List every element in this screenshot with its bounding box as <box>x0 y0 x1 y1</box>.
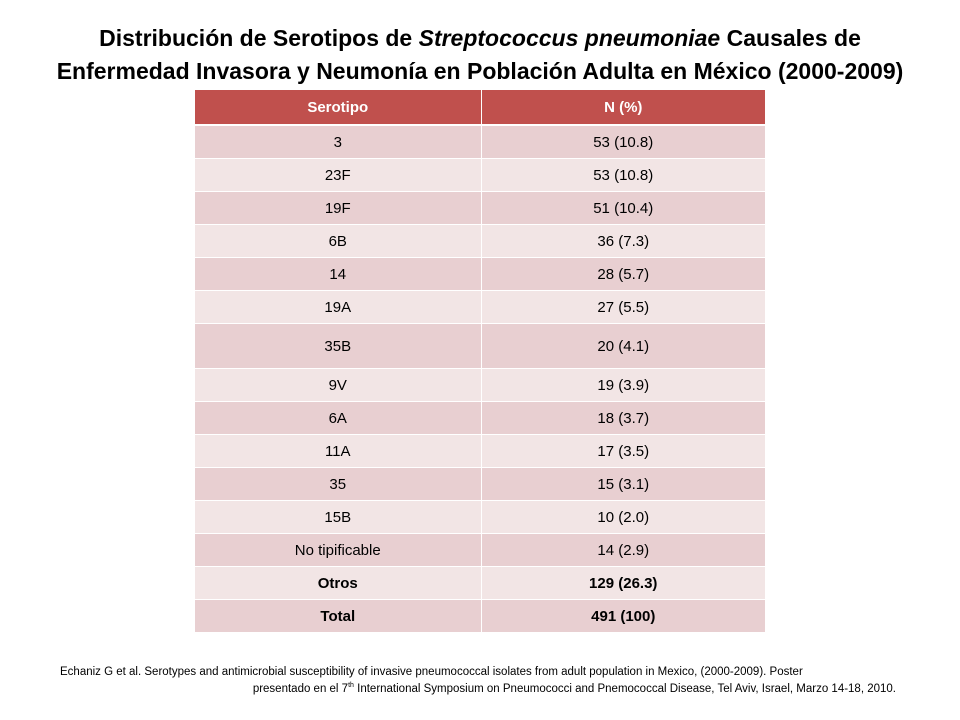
serotype-cell: 14 <box>195 257 482 291</box>
serotype-cell: 19A <box>195 290 482 324</box>
header-serotype: Serotipo <box>195 90 482 126</box>
serotype-cell: No tipificable <box>195 533 482 567</box>
table-row: 35B 20 (4.1) <box>195 323 765 369</box>
serotype-cell: 15B <box>195 500 482 534</box>
count-cell: 53 (10.8) <box>481 158 765 192</box>
table-row: 15B 10 (2.0) <box>195 500 765 534</box>
count-cell: 20 (4.1) <box>481 323 765 369</box>
table-header-row: Serotipo N (%) <box>195 90 765 126</box>
citation-line1: Echaniz G et al. Serotypes and antimicro… <box>60 666 803 678</box>
serotype-cell: 35 <box>195 467 482 501</box>
title-part1: Distribución de Serotipos de <box>99 25 419 51</box>
table-row: 6A 18 (3.7) <box>195 401 765 435</box>
table-row: 35 15 (3.1) <box>195 467 765 501</box>
count-cell: 14 (2.9) <box>481 533 765 567</box>
table-row: 9V 19 (3.9) <box>195 368 765 402</box>
count-cell: 129 (26.3) <box>481 566 765 600</box>
count-cell: 17 (3.5) <box>481 434 765 468</box>
count-cell: 53 (10.8) <box>481 125 765 159</box>
serotype-cell: Otros <box>195 566 482 600</box>
serotype-cell: 6B <box>195 224 482 258</box>
count-cell: 18 (3.7) <box>481 401 765 435</box>
serotype-cell: 9V <box>195 368 482 402</box>
title-part2: Causales de Enfermedad Invasora y Neumon… <box>56 25 904 84</box>
count-cell: 28 (5.7) <box>481 257 765 291</box>
serotype-table: Serotipo N (%) 3 53 (10.8) 23F 53 (10.8) 1… <box>195 90 765 633</box>
serotype-cell: Total <box>195 599 482 633</box>
count-cell: 51 (10.4) <box>481 191 765 225</box>
serotype-cell: 19F <box>195 191 482 225</box>
count-cell: 10 (2.0) <box>481 500 765 534</box>
count-cell: 491 (100) <box>481 599 765 633</box>
citation-superscript: th <box>348 682 354 690</box>
table-row: 11A 17 (3.5) <box>195 434 765 468</box>
table-row: 19F 51 (10.4) <box>195 191 765 225</box>
header-n-percent: N (%) <box>481 90 765 126</box>
count-cell: 19 (3.9) <box>481 368 765 402</box>
citation: Echaniz G et al. Serotypes and antimicro… <box>60 664 896 698</box>
serotype-cell: 3 <box>195 125 482 159</box>
serotype-cell: 11A <box>195 434 482 468</box>
serotype-cell: 23F <box>195 158 482 192</box>
table-row: 23F 53 (10.8) <box>195 158 765 192</box>
count-cell: 36 (7.3) <box>481 224 765 258</box>
table-row-total: Total 491 (100) <box>195 599 765 633</box>
title-species: Streptococcus pneumoniae <box>418 25 721 51</box>
serotype-cell: 6A <box>195 401 482 435</box>
table-row: 6B 36 (7.3) <box>195 224 765 258</box>
table-row: 3 53 (10.8) <box>195 125 765 159</box>
table-row: No tipificable 14 (2.9) <box>195 533 765 567</box>
count-cell: 15 (3.1) <box>481 467 765 501</box>
serotype-cell: 35B <box>195 323 482 369</box>
table-row: 14 28 (5.7) <box>195 257 765 291</box>
table-row-otros: Otros 129 (26.3) <box>195 566 765 600</box>
page-title: Distribución de Serotipos de Streptococc… <box>40 22 920 88</box>
table-row: 19A 27 (5.5) <box>195 290 765 324</box>
citation-line2-pre: presentado en el 7 <box>252 683 349 695</box>
count-cell: 27 (5.5) <box>481 290 765 324</box>
citation-line2-post: International Symposium on Pneumococci a… <box>353 683 896 695</box>
